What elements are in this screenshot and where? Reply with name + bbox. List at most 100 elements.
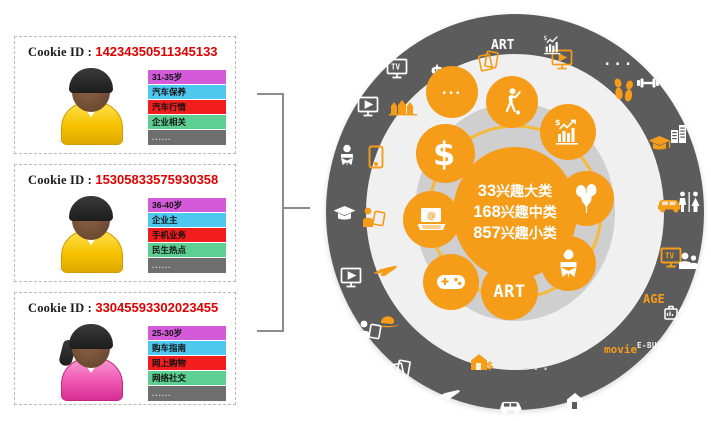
tag-bar-more: ...... xyxy=(148,386,226,401)
cards-icon xyxy=(389,359,411,381)
monitor-play-icon xyxy=(551,49,573,71)
cards-glyph xyxy=(477,50,499,72)
monitor-play-icon xyxy=(340,267,362,289)
graduation-cap-icon xyxy=(333,205,356,222)
movie-label: movie xyxy=(604,343,638,356)
hub-number: 857 xyxy=(473,224,501,243)
graduation-cap-icon xyxy=(648,135,671,152)
svg-text:TV: TV xyxy=(391,62,401,71)
tag-bar-list: 25-30岁 购车指南 网上购物 网络社交 ...... xyxy=(148,326,226,401)
cards-icon xyxy=(477,50,499,72)
ellipsis-text: ... xyxy=(522,360,551,373)
ebuy-text: E-BUY xyxy=(637,342,662,350)
avatar xyxy=(55,68,127,145)
plant-icon xyxy=(621,373,641,393)
people-glyph xyxy=(679,252,698,269)
tag-bar: 25-30岁 xyxy=(148,326,226,341)
ellipsis-label: ... xyxy=(603,53,635,69)
cookie-id-label: Cookie ID : 15305833575930358 xyxy=(28,172,218,188)
laptop-email-glyph: @ xyxy=(417,208,446,230)
art-label: ART xyxy=(491,38,515,53)
presenter-icon xyxy=(358,320,382,342)
golf-icon[interactable] xyxy=(486,76,538,128)
presenter-glyph-2 xyxy=(359,320,382,340)
finance-chart-icon[interactable]: $ xyxy=(540,104,596,160)
hub-number: 168 xyxy=(473,203,501,222)
hub-unit: 兴趣中类 xyxy=(500,204,557,221)
tag-bar: 31-35岁 xyxy=(148,70,226,85)
chart-money-glyph: $ xyxy=(543,36,561,55)
ellipsis-label: ... xyxy=(522,359,552,374)
laptop-email-icon[interactable]: @ xyxy=(403,191,460,248)
svg-text:$: $ xyxy=(486,359,494,372)
plane-icon xyxy=(436,389,461,403)
baby-glyph xyxy=(560,249,577,278)
tv-glyph-2: TV xyxy=(386,58,408,79)
svg-text:$: $ xyxy=(582,400,589,411)
gamepad-icon[interactable] xyxy=(423,254,479,310)
hat-icon xyxy=(375,314,401,330)
age-label: AGE xyxy=(643,292,665,306)
cookie-card[interactable]: Cookie ID : 33045593302023455 25-30岁 购车指… xyxy=(14,292,236,405)
svg-text:$: $ xyxy=(543,36,547,42)
art-text: ART xyxy=(491,39,514,52)
dollar-glyph: $ xyxy=(433,135,455,173)
cookie-id-label: Cookie ID : 33045593302023455 xyxy=(28,300,218,316)
hub-number: 33 xyxy=(477,182,497,201)
tv-icon: TV xyxy=(660,247,682,269)
smartphone-icon xyxy=(368,145,384,169)
car-glyph-2 xyxy=(500,401,522,414)
building-icon xyxy=(670,124,688,144)
building-icon xyxy=(389,99,417,116)
presenter-glyph xyxy=(363,207,386,227)
avatar-hair xyxy=(69,196,113,221)
bracket-spine xyxy=(282,93,284,332)
briefcase-chart-icon xyxy=(664,304,686,321)
tag-bar: 网络社交 xyxy=(148,371,226,386)
svg-text:@: @ xyxy=(427,212,436,222)
ebuy-label: E-BUY xyxy=(637,341,663,350)
smartphone-glyph xyxy=(368,145,384,169)
cookie-card[interactable]: Cookie ID : 15305833575930358 36-40岁 企业主… xyxy=(14,164,236,282)
presenter-icon xyxy=(362,207,386,229)
hub-unit: 兴趣大类 xyxy=(496,183,553,200)
footprints-icon xyxy=(613,78,635,102)
svg-text:$: $ xyxy=(433,135,455,173)
ellipsis-node[interactable]: ... xyxy=(426,66,478,118)
bracket-bottom-arm xyxy=(257,330,283,332)
monitor-play-glyph-3 xyxy=(357,96,379,117)
baby-icon xyxy=(337,144,357,167)
cookie-card[interactable]: Cookie ID : 14234350511345133 31-35岁 汽车保… xyxy=(14,36,236,154)
svg-text:$: $ xyxy=(555,118,561,127)
finance-chart-glyph: $ xyxy=(555,118,578,145)
tag-bar-list: 31-35岁 汽车保养 汽车行情 企业相关 ...... xyxy=(148,70,226,145)
tv-icon: TV xyxy=(386,58,408,80)
baby-glyph-2 xyxy=(341,144,353,166)
tag-bar: 购车指南 xyxy=(148,341,226,356)
gamepad-glyph xyxy=(437,275,465,289)
bracket-stub xyxy=(282,207,310,209)
hat-glyph xyxy=(376,316,400,328)
building-glyph xyxy=(389,100,417,116)
building-glyph-2 xyxy=(671,125,686,143)
hub-unit: 兴趣小类 xyxy=(500,225,557,242)
house-money-glyph-2: $ xyxy=(567,393,589,411)
monitor-play-glyph xyxy=(551,49,573,70)
interest-wheel: 33兴趣大类 168兴趣中类 857兴趣小类 $ xyxy=(326,14,704,414)
cookie-id-text: Cookie ID : xyxy=(28,45,93,59)
hub-summary: 33兴趣大类 168兴趣中类 857兴趣小类 xyxy=(453,146,577,280)
avatar xyxy=(55,196,127,273)
cookie-id-text: Cookie ID : xyxy=(28,173,93,187)
avatar-hair xyxy=(69,68,113,93)
cards-glyph-2 xyxy=(389,359,411,381)
tv-glyph: TV xyxy=(660,247,682,268)
restroom-glyph xyxy=(679,191,700,212)
cookie-id-value: 33045593302023455 xyxy=(95,300,219,315)
movie-text: movie xyxy=(604,344,637,355)
avatar-body xyxy=(61,102,123,145)
tag-bar: 网上购物 xyxy=(148,356,226,371)
plane-icon xyxy=(372,265,398,279)
footprints-glyph xyxy=(614,78,633,102)
plane-glyph-2 xyxy=(436,390,460,401)
